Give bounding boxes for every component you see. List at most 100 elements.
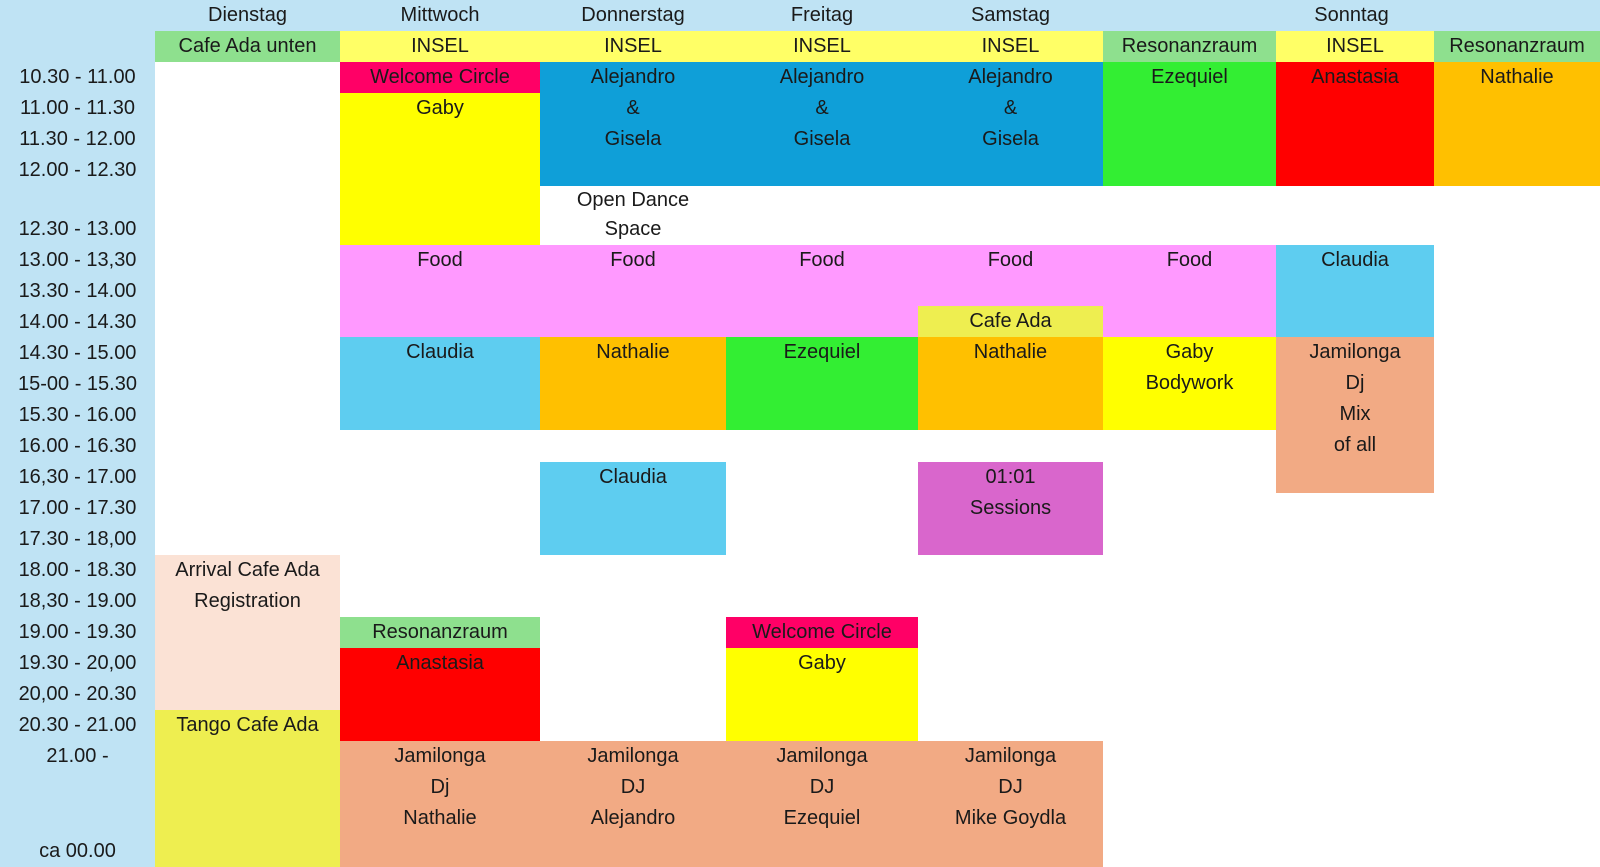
- event-label: &: [1003, 97, 1018, 119]
- event-block: Alejandro & Gisela: [540, 62, 726, 186]
- event-block: Cafe Ada: [918, 306, 1103, 337]
- time-slot-label: 19.00 - 19.30: [18, 621, 137, 643]
- event-block: Jamilonga Dj Mix of all: [1276, 337, 1434, 493]
- event-label: Jamilonga: [964, 745, 1057, 767]
- event-label: Food: [610, 249, 656, 271]
- room-header: INSEL: [340, 31, 540, 62]
- event-label: Open Dance: [576, 189, 690, 211]
- event-block: Gaby Bodywork: [1103, 337, 1276, 430]
- event-block: Claudia: [1276, 245, 1434, 337]
- event-label: Tango Cafe Ada: [176, 714, 319, 736]
- event-block: Welcome Circle: [340, 62, 540, 93]
- time-slot-label: 15-00 - 15.30: [18, 373, 137, 395]
- event-label: Cafe Ada: [969, 310, 1052, 332]
- event-label: DJ: [620, 776, 646, 798]
- time-slot-label: 12.30 - 13.00: [18, 218, 137, 240]
- event-block: Jamilonga DJ Mike Goydla: [918, 741, 1103, 867]
- day-header-donnerstag: Donnerstag: [581, 4, 685, 26]
- event-label: Ezequiel: [783, 807, 861, 829]
- event-label: Claudia: [1321, 249, 1389, 271]
- event-block: Nathalie: [1434, 62, 1600, 186]
- event-label: Gaby: [1165, 341, 1214, 363]
- event-block: Ezequiel: [1103, 62, 1276, 186]
- event-label: Nathalie: [1480, 66, 1554, 88]
- event-label: Bodywork: [1145, 372, 1234, 394]
- event-block: Open Dance Space: [540, 186, 726, 245]
- time-slot-label: 18,30 - 19.00: [18, 590, 137, 612]
- event-block: 01:01 Sessions: [918, 462, 1103, 555]
- event-label: Alejandro: [590, 807, 676, 829]
- event-block: Food: [726, 245, 918, 337]
- event-block: Jamilonga DJ Alejandro: [540, 741, 726, 867]
- event-label: Anastasia: [1311, 66, 1399, 88]
- day-header-dienstag: Dienstag: [208, 4, 287, 26]
- time-slot-label: 15.30 - 16.00: [18, 404, 137, 426]
- event-block: Food: [918, 245, 1103, 306]
- room-header: INSEL: [540, 31, 726, 62]
- room-header: Resonanzraum: [1103, 31, 1276, 62]
- time-column-band: [0, 0, 155, 867]
- event-label: Registration: [194, 590, 301, 612]
- event-label: Food: [417, 249, 463, 271]
- event-label: Space: [604, 218, 662, 240]
- event-block: Gaby: [340, 93, 540, 245]
- event-label: of all: [1333, 434, 1377, 456]
- event-block: Nathalie: [918, 337, 1103, 430]
- event-label: Ezequiel: [1151, 66, 1228, 88]
- event-label: Sessions: [969, 497, 1052, 519]
- event-block: Alejandro & Gisela: [918, 62, 1103, 186]
- event-label: Arrival Cafe Ada: [175, 559, 320, 581]
- event-label: &: [815, 97, 829, 119]
- event-label: Gisela: [793, 128, 851, 150]
- event-label: Jamilonga: [1309, 341, 1401, 363]
- time-slot-label: 13.30 - 14.00: [18, 280, 137, 302]
- event-label: Mix: [1339, 403, 1371, 425]
- event-label: Alejandro: [590, 66, 676, 88]
- time-slot-label: 11.30 - 12.00: [19, 128, 136, 150]
- event-label: Gaby: [416, 97, 464, 119]
- event-label: Alejandro: [779, 66, 865, 88]
- time-slot-label: 17.30 - 18,00: [18, 528, 137, 550]
- event-label: Jamilonga: [394, 745, 486, 767]
- event-block: Tango Cafe Ada: [155, 710, 340, 867]
- event-label: Nathalie: [973, 341, 1048, 363]
- event-label: 01:01: [985, 466, 1036, 488]
- event-block: Anastasia: [340, 648, 540, 741]
- event-label: Claudia: [406, 341, 474, 363]
- time-slot-label: 16,30 - 17.00: [18, 466, 137, 488]
- event-label: Nathalie: [596, 341, 670, 363]
- event-label: Nathalie: [403, 807, 477, 829]
- event-block: Welcome Circle: [726, 617, 918, 648]
- room-header: INSEL: [918, 31, 1103, 62]
- event-label: Dj: [430, 776, 450, 798]
- day-header-freitag: Freitag: [790, 4, 854, 26]
- event-label: Anastasia: [396, 652, 484, 674]
- time-slot-label: 16.00 - 16.30: [18, 435, 137, 457]
- time-slot-label: 12.00 - 12.30: [18, 159, 137, 181]
- time-slot-label: 11.00 - 11.30: [20, 97, 135, 119]
- day-header-samstag: Samstag: [971, 4, 1050, 26]
- time-slot-label: 21.00 -: [46, 745, 109, 767]
- event-label: &: [626, 97, 640, 119]
- event-block: Claudia: [540, 462, 726, 555]
- event-label: Gisela: [604, 128, 662, 150]
- day-header-sonntag: Sonntag: [1314, 4, 1389, 26]
- event-label: Claudia: [599, 466, 667, 488]
- event-label: Alejandro: [968, 66, 1053, 88]
- event-label: DJ: [998, 776, 1023, 798]
- event-label: Jamilonga: [776, 745, 868, 767]
- event-label: Jamilonga: [587, 745, 679, 767]
- event-label: Welcome Circle: [370, 66, 510, 88]
- event-block: Arrival Cafe Ada Registration: [155, 555, 340, 710]
- event-block: Jamilonga Dj Nathalie: [340, 741, 540, 867]
- event-label: Mike Goydla: [954, 807, 1067, 829]
- event-label: DJ: [809, 776, 835, 798]
- event-label: Food: [799, 249, 845, 271]
- event-block: Food: [540, 245, 726, 337]
- room-header: Resonanzraum: [1434, 31, 1600, 62]
- time-slot-label: 19.30 - 20,00: [18, 652, 137, 674]
- event-block: Nathalie: [540, 337, 726, 430]
- event-block: Ezequiel: [726, 337, 918, 430]
- event-label: Welcome Circle: [752, 621, 892, 643]
